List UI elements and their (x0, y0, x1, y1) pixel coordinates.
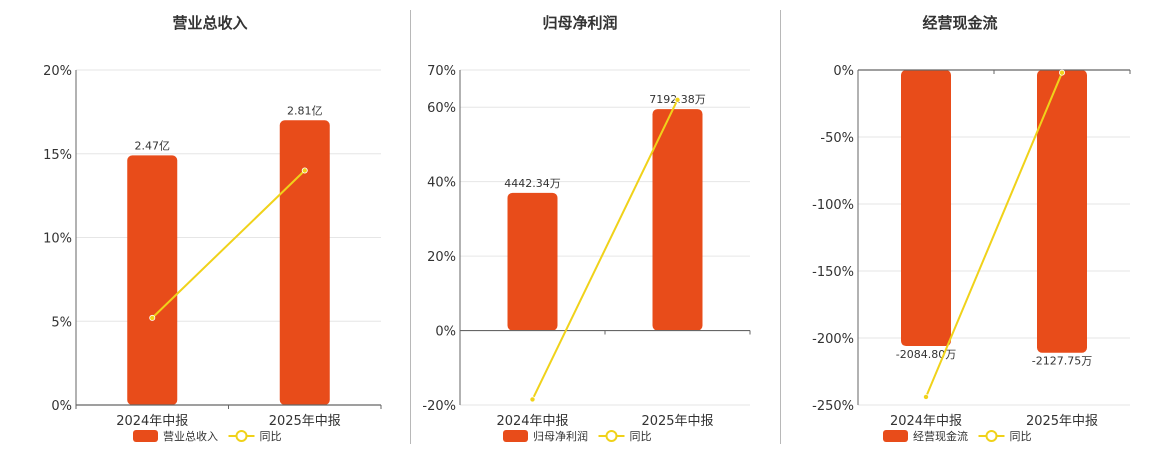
chart-title: 营业总收入 (172, 14, 247, 32)
yoy-point (301, 167, 308, 174)
cash-flow-chart: 经营现金流 -250% -200% -150% -100% -50% 0% -2084.80万… (812, 14, 1131, 443)
legend-bar-swatch (133, 430, 158, 442)
yoy-point (922, 393, 929, 400)
net-profit-chart: 归母净利润-20%0%20%40%60%70%4442.34万7192.38万2… (422, 14, 751, 443)
bar-data-label: 2.47亿 (135, 139, 171, 152)
yoy-line (925, 72, 1063, 398)
bar (127, 155, 178, 405)
revenue-chart: 营业总收入 0% 5% 10% 15% 20% 2.47亿 2.81亿 2024年中报 2025年… (43, 14, 382, 443)
y-tick-label: 0% (51, 399, 72, 414)
yoy-point (149, 314, 156, 321)
legend-line-label: 同比 (260, 430, 282, 443)
y-tick-label: -250% (812, 399, 854, 414)
revenue-chart-panel: 营业总收入 0% 5% 10% 15% 20% 2.47亿 2.81亿 2024年中报 2025年… (20, 0, 390, 450)
bar (279, 120, 330, 405)
category-label: 2025年中报 (269, 414, 341, 429)
yoy-point (674, 96, 681, 103)
chart-title: 归母净利润 (542, 14, 617, 32)
y-tick-label: 0% (833, 64, 854, 79)
bar-data-label: 4442.34万 (504, 177, 561, 190)
category-label: 2025年中报 (641, 414, 713, 429)
yoy-line (151, 169, 306, 319)
legend-bar-label: 经营现金流 (913, 429, 968, 443)
legend-line-marker (985, 430, 998, 442)
chart-title: 经营现金流 (922, 14, 997, 32)
panel-divider (410, 10, 411, 444)
bar-data-label: -2084.80万 (896, 348, 956, 361)
legend-bar-label: 营业总收入 (163, 429, 218, 443)
legend-line-marker (235, 430, 248, 442)
cash-flow-chart-panel: 经营现金流 -250% -200% -150% -100% -50% 0% -2084.80万… (785, 0, 1155, 450)
legend-bar-label: 归母净利润 (533, 429, 588, 443)
bar (1037, 70, 1087, 353)
y-tick-label: -100% (812, 198, 854, 213)
y-tick-label: 70% (427, 64, 456, 79)
category-label: 2024年中报 (890, 414, 962, 429)
legend-line-marker (605, 430, 618, 442)
bar (901, 70, 951, 347)
yoy-point (1058, 69, 1065, 76)
y-tick-label: 20% (427, 250, 456, 265)
y-tick-label: 40% (427, 176, 456, 191)
legend-bar-swatch (883, 430, 908, 442)
y-tick-label: -200% (812, 332, 854, 347)
legend-line-label: 同比 (1010, 430, 1032, 443)
y-tick-label: 60% (427, 101, 456, 116)
legend-bar-swatch (503, 430, 528, 442)
bar-data-label: 2.81亿 (287, 104, 323, 117)
net-profit-chart-panel: 归母净利润-20%0%20%40%60%70%4442.34万7192.38万2… (405, 0, 775, 450)
yoy-line (531, 99, 679, 400)
category-label: 2025年中报 (1026, 414, 1098, 429)
yoy-point (529, 396, 536, 403)
y-tick-label: -20% (422, 399, 456, 414)
y-tick-label: -150% (812, 265, 854, 280)
bar (507, 192, 558, 331)
y-tick-label: 10% (43, 232, 72, 247)
y-tick-label: 15% (43, 148, 72, 163)
y-tick-label: 20% (43, 64, 72, 79)
legend-line-label: 同比 (630, 430, 652, 443)
y-tick-label: 0% (435, 325, 456, 340)
bar (652, 109, 703, 331)
y-tick-label: 5% (51, 315, 72, 330)
category-label: 2024年中报 (496, 414, 568, 429)
panel-divider (780, 10, 781, 444)
bar-data-label: -2127.75万 (1032, 355, 1092, 368)
category-label: 2024年中报 (116, 414, 188, 429)
y-tick-label: -50% (820, 131, 854, 146)
